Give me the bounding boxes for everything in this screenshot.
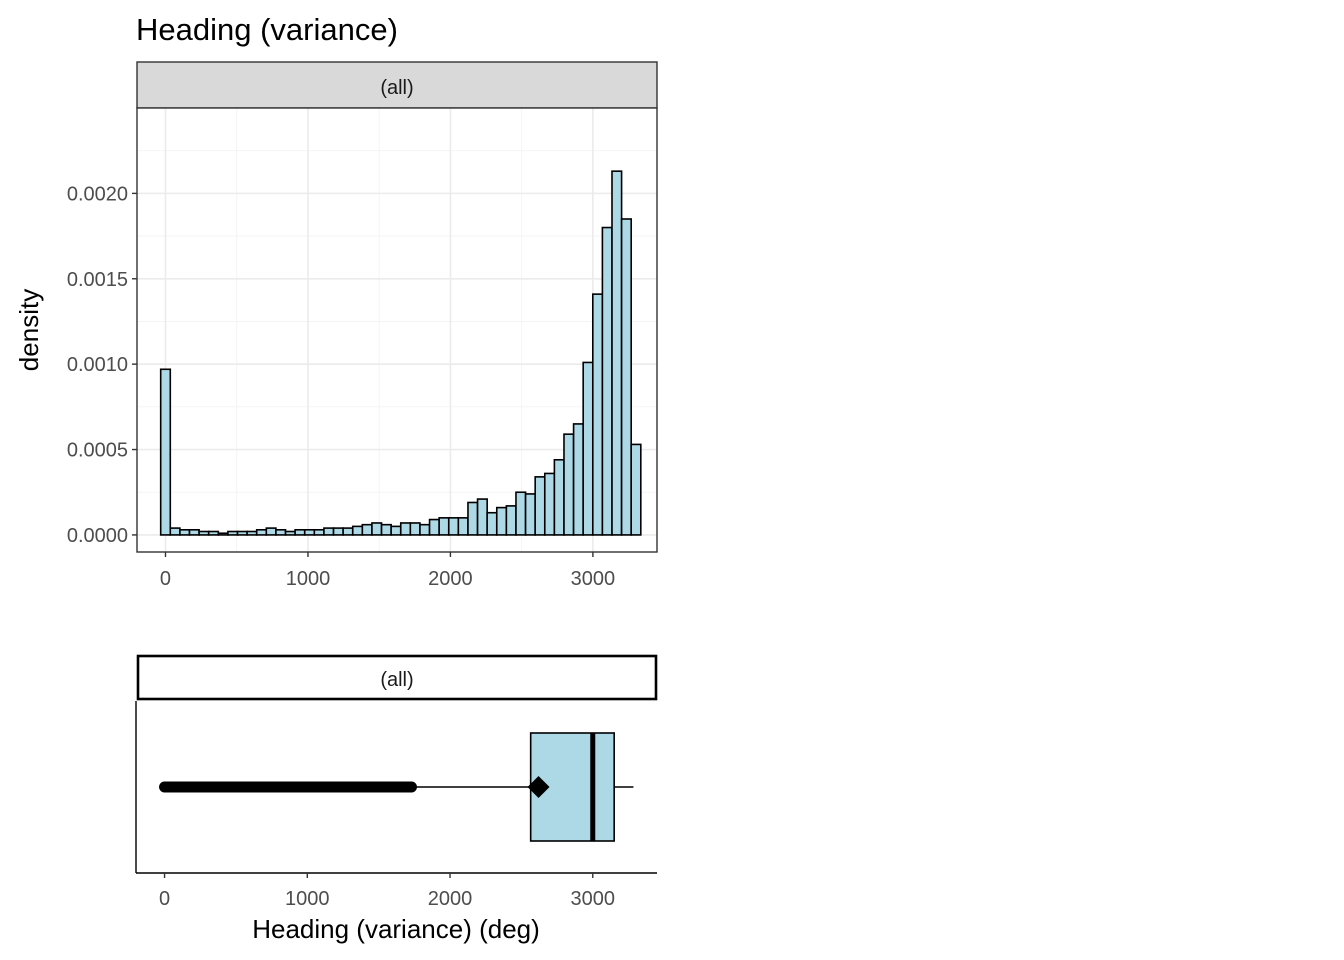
histogram-panel-border	[136, 107, 658, 553]
histogram-bar	[294, 528, 306, 536]
histogram-bar	[323, 527, 335, 536]
x-tick-label: 2000	[428, 568, 473, 590]
x-tick-label: 1000	[285, 888, 330, 910]
mean-marker	[527, 776, 550, 798]
histogram-bar	[227, 530, 239, 536]
histogram-bar	[495, 506, 508, 536]
histogram-bar	[371, 522, 383, 536]
histogram-bar	[169, 527, 181, 536]
boxplot-panel: (all) 0 1000 2000 3000 Heading (variance) (…	[135, 654, 658, 944]
histogram-bar	[179, 528, 191, 536]
x-tick-label: 0	[160, 568, 171, 590]
histogram-bar	[505, 505, 517, 536]
histogram-bar	[284, 530, 296, 536]
histogram-bar	[543, 472, 556, 536]
histogram-bar	[572, 423, 584, 536]
x-tick-label: 0	[159, 888, 170, 910]
y-tick-label: 0.0000	[67, 525, 128, 547]
histogram-bar	[313, 528, 325, 536]
histogram-bar	[438, 517, 450, 536]
y-tick-label: 0.0010	[67, 354, 128, 376]
histogram-bar	[246, 530, 258, 536]
histogram-panel: (all) 0.0000 0.0005 0.0010 0.0015 0.0020 0 10…	[14, 61, 658, 590]
histogram-bar	[399, 522, 412, 536]
histogram-bar	[342, 527, 354, 536]
histogram-bar	[207, 530, 220, 536]
histogram-bar	[630, 443, 642, 536]
histogram-bar	[361, 523, 373, 536]
histogram-bar	[236, 530, 248, 536]
histogram-bar	[265, 527, 277, 536]
histogram-bar	[217, 532, 229, 536]
histogram-bar	[159, 368, 172, 536]
histogram-bar	[553, 458, 565, 536]
histogram-y-axis-title: density	[14, 289, 44, 371]
histogram-bar	[467, 501, 479, 536]
histogram-bar	[275, 528, 287, 536]
histogram-bar	[601, 226, 613, 536]
histogram-bar	[198, 530, 210, 536]
histogram-bar	[390, 525, 402, 536]
histogram-bar	[447, 517, 460, 536]
histogram-bar	[524, 493, 536, 536]
histogram-bar	[332, 527, 344, 536]
histogram-bar	[428, 518, 440, 536]
x-tick-label: 3000	[571, 568, 616, 590]
chart-title: Heading (variance)	[136, 12, 398, 47]
y-tick-label: 0.0015	[67, 269, 128, 291]
y-tick-label: 0.0005	[67, 440, 128, 462]
histogram-bar	[620, 218, 632, 536]
histogram-y-ticks: 0.0000 0.0005 0.0010 0.0015 0.0020	[67, 183, 137, 547]
histogram-bar	[409, 522, 421, 536]
boxplot-x-ticks: 0 1000 2000 3000	[159, 873, 615, 910]
x-tick-label: 2000	[428, 888, 473, 910]
histogram-bar	[351, 525, 364, 536]
histogram-strip	[136, 61, 658, 109]
histogram-x-ticks: 0 1000 2000 3000	[160, 552, 615, 590]
histogram-bar	[188, 528, 200, 536]
histogram-strip-label: (all)	[380, 77, 413, 99]
histogram-bar	[591, 293, 604, 536]
histogram-bar	[476, 498, 488, 536]
boxplot-strip-label: (all)	[380, 669, 413, 691]
boxplot-marks	[159, 732, 634, 842]
y-tick-label: 0.0020	[67, 183, 128, 205]
histogram-bars	[159, 170, 642, 536]
histogram-bar	[611, 170, 623, 536]
x-tick-label: 3000	[571, 888, 616, 910]
histogram-bar	[563, 433, 575, 536]
histogram-bar	[380, 523, 392, 536]
histogram-bar	[419, 523, 431, 536]
histogram-bar	[515, 491, 527, 536]
histogram-bar	[582, 361, 594, 536]
boxplot-strip	[136, 654, 658, 701]
boxplot-x-axis-title: Heading (variance) (deg)	[252, 914, 540, 944]
histogram-bar	[303, 528, 316, 536]
histogram-bar	[457, 517, 469, 536]
histogram-bar	[255, 528, 268, 536]
histogram-bar	[534, 476, 546, 536]
x-tick-label: 1000	[286, 568, 331, 590]
histogram-bar	[486, 511, 498, 536]
